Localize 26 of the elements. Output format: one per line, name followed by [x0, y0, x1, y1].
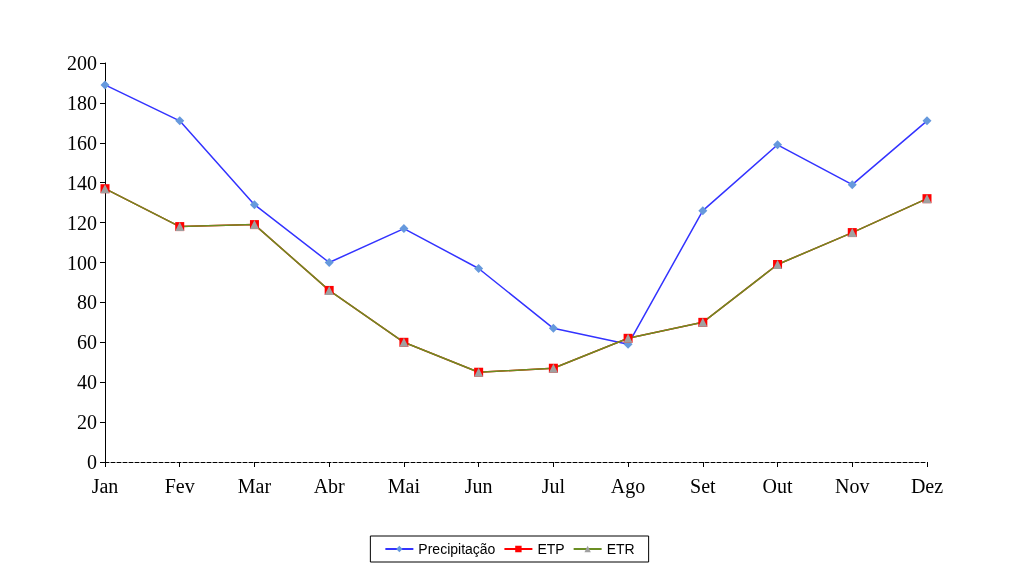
legend-label: Precipitação	[418, 541, 496, 557]
y-tick-label: 40	[77, 371, 97, 394]
x-tick-label: Out	[762, 475, 793, 497]
x-tick-label: Abr	[313, 475, 346, 497]
x-tick-label: Mar	[237, 475, 272, 497]
x-tick-label: Jun	[464, 475, 493, 497]
x-tick-label: Fev	[164, 475, 195, 497]
x-tick-label: Set	[690, 475, 717, 497]
y-tick-label: 160	[67, 131, 97, 154]
x-tick-label: Ago	[610, 475, 646, 498]
y-tick-label: 180	[67, 91, 97, 114]
y-tick-label: 100	[67, 251, 97, 274]
y-tick-label: 120	[67, 211, 97, 234]
x-tick-label: Mai	[387, 475, 421, 497]
x-tick-label: Nov	[835, 475, 870, 497]
legend-label: ETP	[537, 541, 565, 557]
y-tick-label: 140	[67, 171, 97, 194]
x-tick-label: Jan	[91, 475, 119, 497]
x-tick-label: Dez	[910, 475, 944, 497]
y-tick-label: 60	[77, 331, 97, 354]
y-tick-label: 80	[77, 291, 97, 314]
y-tick-label: 20	[77, 411, 97, 434]
legend-label: ETR	[606, 541, 635, 557]
y-tick-label: 200	[67, 52, 97, 74]
y-tick-label: 0	[87, 451, 97, 473]
x-tick-label: Jul	[541, 475, 566, 497]
